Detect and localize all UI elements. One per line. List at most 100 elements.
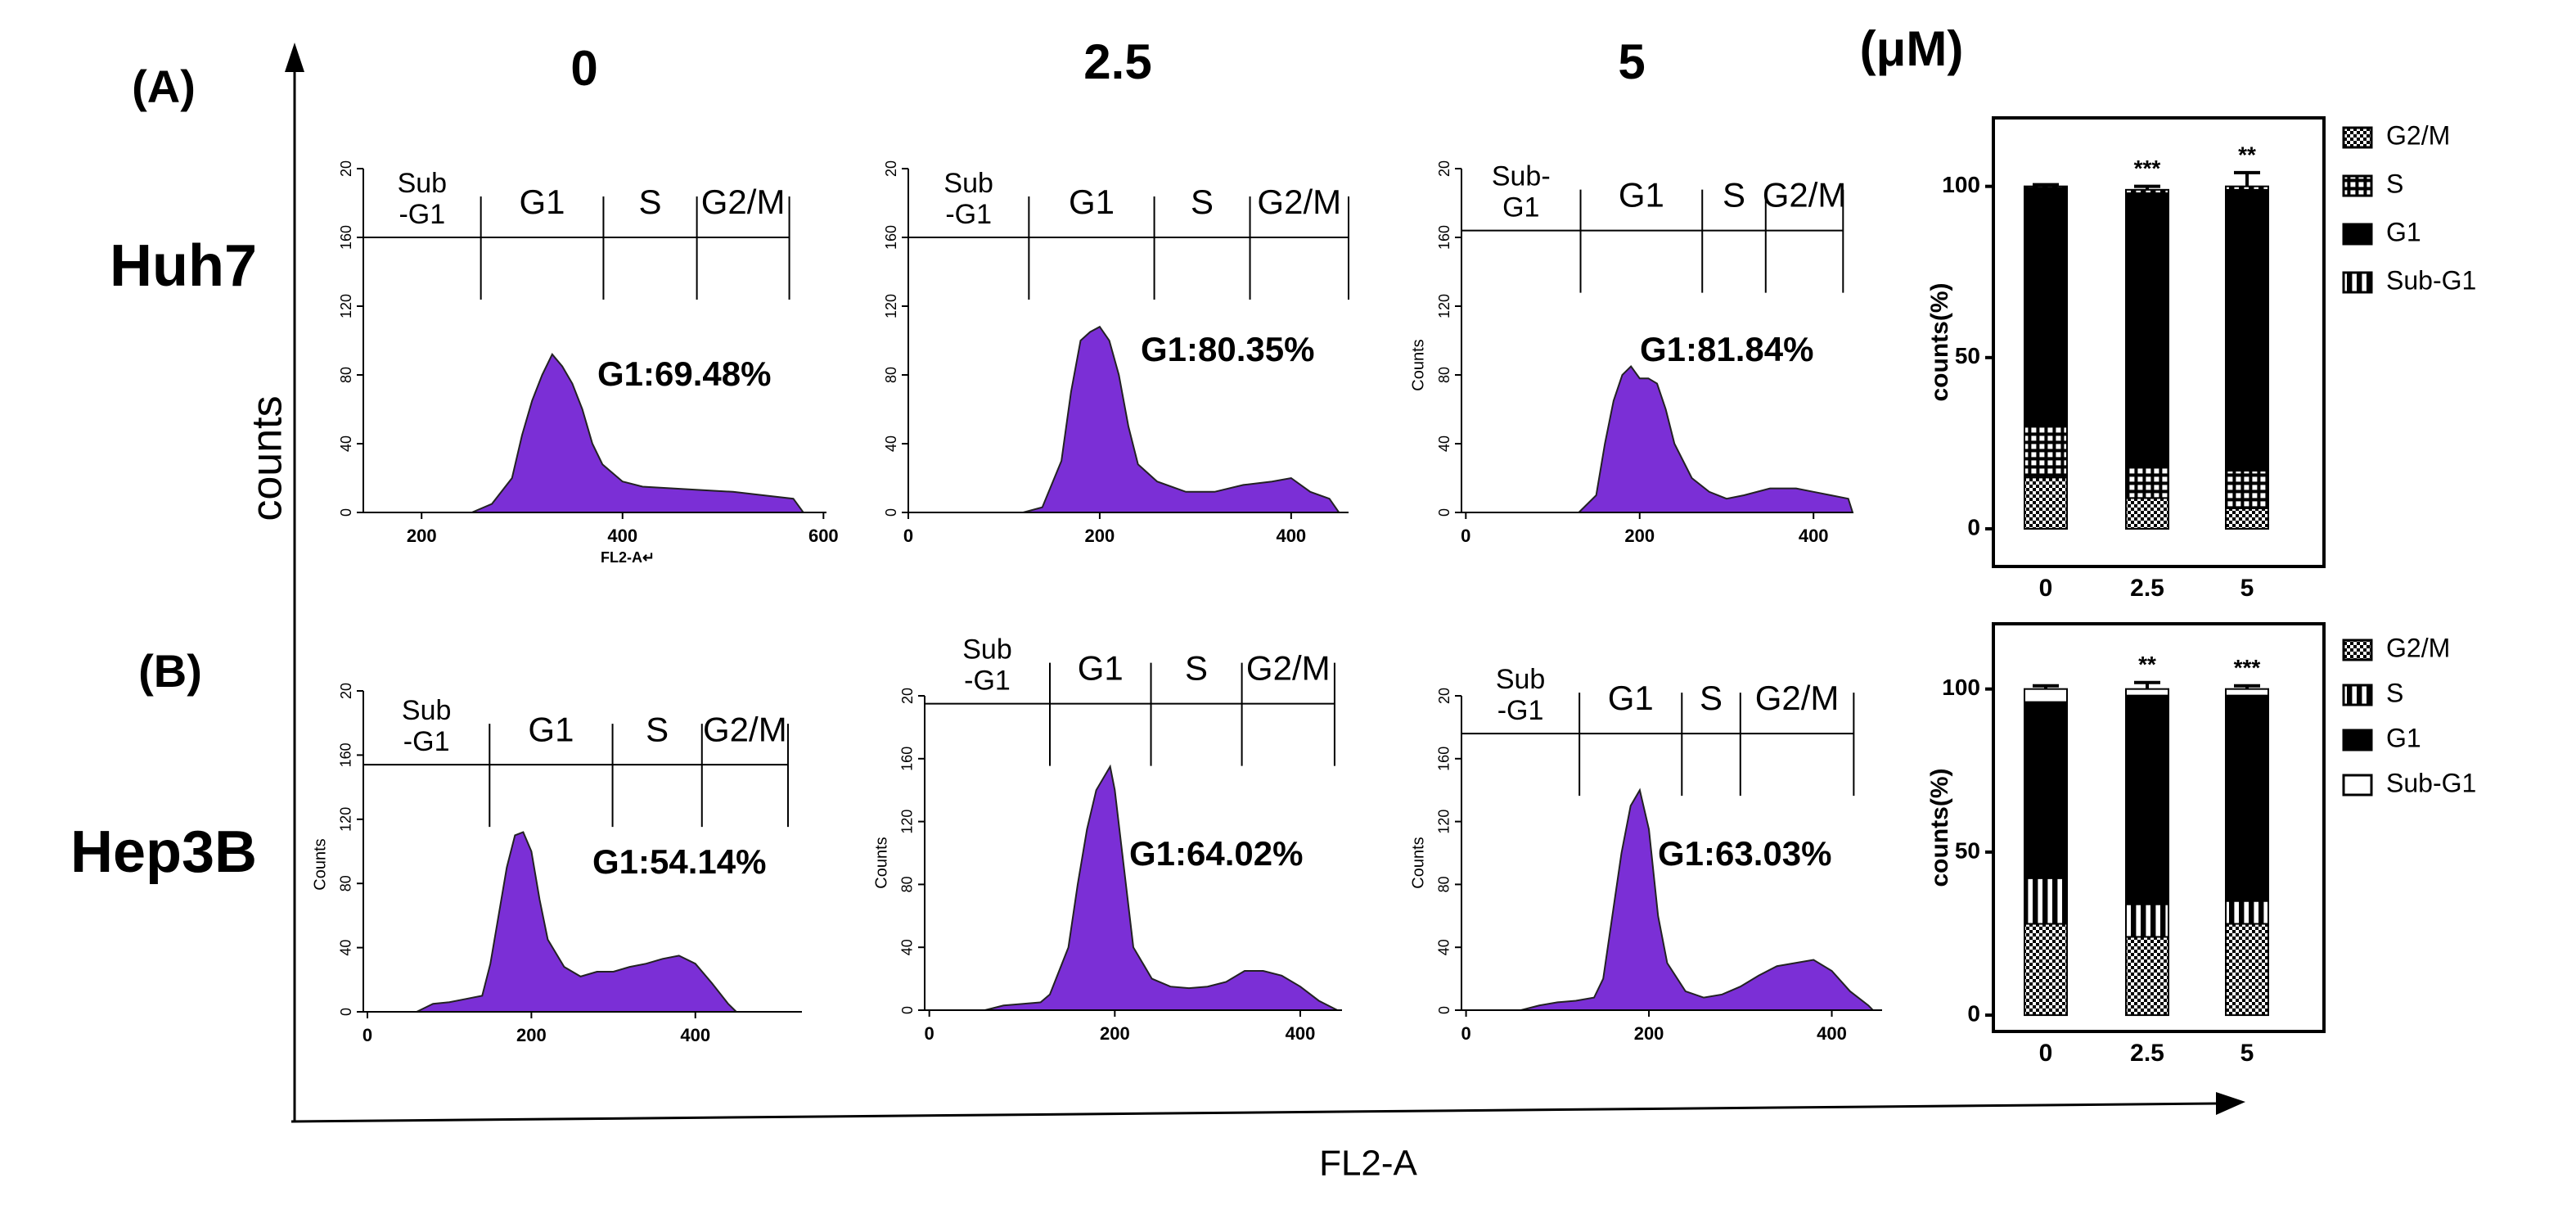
gate-label: S: [1185, 649, 1208, 688]
legend-label: Sub-G1: [2386, 265, 2476, 295]
y-tick-label: 40: [899, 939, 916, 955]
x-tick-label: 5: [2240, 575, 2254, 602]
gate-label: S: [639, 183, 662, 221]
bar-segment: [2024, 425, 2068, 479]
gate-label: Sub: [1496, 664, 1546, 695]
bar-segment: [2024, 187, 2068, 427]
y-axis-label: Counts: [1409, 339, 1427, 390]
x-tick-label: 0: [2039, 1040, 2053, 1067]
legend-label: S: [2386, 169, 2403, 198]
y-tick-label: 80: [883, 367, 899, 383]
arrow-head: [285, 43, 304, 72]
y-tick-label: 160: [1436, 747, 1452, 771]
x-tick-label: 0: [1461, 1023, 1470, 1044]
x-tick-label: 400: [1286, 1023, 1316, 1044]
error-bar: [2134, 680, 2160, 689]
bar-segment: [2225, 694, 2269, 902]
legend-label: G2/M: [2386, 633, 2450, 662]
annotation: G1:54.14%: [592, 842, 766, 881]
x-axis-label: FL2-A↵: [601, 549, 655, 566]
main-x-axis: [290, 1102, 2218, 1123]
gate-label: Sub: [402, 695, 452, 726]
gate-label: S: [646, 710, 669, 748]
y-tick-label: 120: [338, 807, 354, 832]
y-tick-label: 100: [1942, 675, 1980, 700]
y-tick-label: 120: [883, 294, 899, 318]
y-tick-label: 20: [338, 683, 354, 699]
y-tick-label: 40: [338, 940, 354, 956]
y-tick-label: 120: [899, 810, 916, 834]
gate-label: Sub: [398, 168, 448, 199]
y-tick-label: 120: [1436, 294, 1452, 318]
y-axis-label: counts: [244, 395, 291, 521]
gate-label: -G1: [1497, 695, 1544, 726]
x-tick-label: 0: [1461, 526, 1470, 546]
significance: ***: [2134, 156, 2161, 181]
y-tick-label: 80: [1436, 876, 1452, 892]
y-axis-label: counts(%): [1926, 769, 1953, 887]
x-tick-label: 2.5: [2130, 1040, 2164, 1067]
x-tick-label: 200: [1100, 1023, 1130, 1044]
x-tick-label: 200: [1624, 526, 1655, 546]
panel-label: (B): [138, 645, 202, 697]
y-tick-label: 160: [899, 747, 916, 771]
y-tick-label: 0: [1436, 1006, 1452, 1014]
x-tick-label: 600: [808, 526, 839, 546]
legend-swatch: [2342, 271, 2373, 294]
y-tick-label: 160: [1436, 225, 1452, 250]
legend-label: S: [2386, 678, 2403, 707]
bar-segment: [2125, 497, 2169, 530]
x-tick-label: 400: [1817, 1023, 1847, 1044]
y-tick-label: 20: [899, 688, 916, 704]
y-tick-label: 0: [338, 508, 354, 517]
bar-segment: [2024, 701, 2068, 879]
x-tick-label: 400: [607, 526, 637, 546]
gate-label: G1: [1069, 183, 1115, 221]
gate-label: G1: [1608, 679, 1654, 717]
error-bar: [2033, 183, 2059, 187]
y-tick-label: 80: [1436, 367, 1452, 383]
y-tick-label: 20: [883, 160, 899, 177]
legend-swatch: [2342, 729, 2373, 751]
significance: ***: [2234, 655, 2261, 680]
bar-segment: [2225, 923, 2269, 1017]
y-axis-label: Counts: [1409, 837, 1427, 888]
y-tick-label: 80: [338, 875, 354, 891]
bar-segment: [2024, 923, 2068, 1017]
histogram-area: [1520, 788, 1876, 1011]
gate-label: G1: [1078, 649, 1124, 688]
x-tick-label: 0: [903, 526, 913, 546]
y-tick-label: 80: [338, 367, 354, 383]
annotation: G1:69.48%: [597, 354, 771, 393]
x-tick-label: 200: [407, 526, 437, 546]
error-bar: [2134, 184, 2160, 190]
bar-segment: [2024, 877, 2068, 925]
gate-label: S: [1723, 176, 1745, 214]
bar-segment: [2225, 507, 2269, 530]
x-tick-label: 0: [925, 1023, 934, 1044]
gate-label: Sub: [962, 634, 1012, 666]
row-label: Huh7: [110, 233, 257, 299]
y-tick-label: 20: [338, 160, 354, 177]
bar-segment: [2024, 476, 2068, 530]
legend-swatch: [2342, 174, 2373, 197]
y-tick-label: 160: [338, 742, 354, 767]
annotation: G1:63.03%: [1658, 834, 1831, 873]
row-label: Hep3B: [70, 819, 257, 885]
unit-label: (μM): [1860, 21, 1964, 76]
bar-segment: [2225, 900, 2269, 925]
y-tick-label: 20: [1436, 688, 1452, 704]
legend-swatch: [2342, 774, 2373, 797]
y-tick-label: 50: [1955, 343, 1980, 368]
dose-label: 2.5: [1083, 34, 1151, 89]
gate-label: G2/M: [1763, 176, 1847, 214]
x-tick-label: 200: [1085, 526, 1115, 546]
gate-label: Sub-: [1492, 161, 1551, 192]
legend-label: G1: [2386, 723, 2421, 752]
histogram-area: [471, 352, 805, 513]
legend-swatch: [2342, 639, 2373, 661]
y-tick-label: 0: [1436, 508, 1452, 517]
histogram-area: [984, 764, 1338, 1011]
gate-label: G2/M: [701, 183, 786, 221]
